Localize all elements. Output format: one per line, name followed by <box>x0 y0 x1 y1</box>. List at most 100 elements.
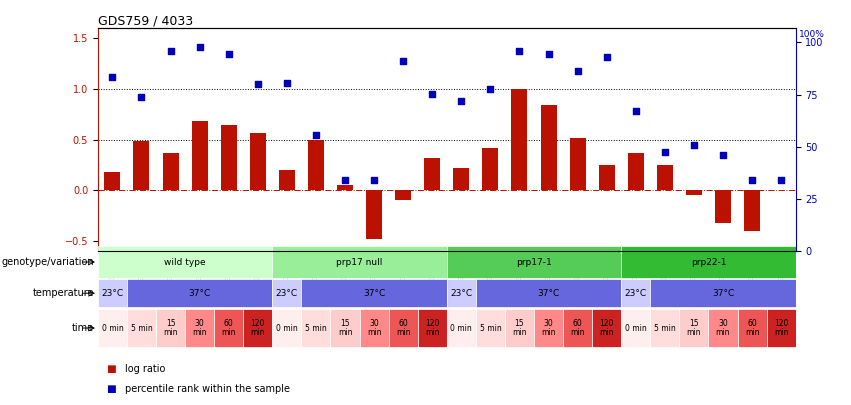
Bar <box>308 140 324 190</box>
Point <box>222 50 236 57</box>
Text: 60
min: 60 min <box>221 320 236 337</box>
Text: 60
min: 60 min <box>396 320 410 337</box>
Text: 37°C: 37°C <box>363 289 386 298</box>
Text: 60
min: 60 min <box>745 320 759 337</box>
Bar <box>98 279 127 307</box>
Bar <box>511 89 528 190</box>
Bar <box>447 246 621 278</box>
Bar <box>715 190 731 223</box>
Point <box>658 149 671 155</box>
Bar <box>650 279 796 307</box>
Text: 5 min: 5 min <box>130 324 152 333</box>
Point <box>571 68 585 74</box>
Point <box>397 58 410 64</box>
Point <box>251 81 265 87</box>
Text: temperature: temperature <box>33 288 94 298</box>
Text: 23°C: 23°C <box>450 289 472 298</box>
Text: percentile rank within the sample: percentile rank within the sample <box>125 384 290 394</box>
Bar <box>767 309 796 347</box>
Bar <box>621 246 796 278</box>
Point <box>368 177 381 183</box>
Bar <box>686 190 702 196</box>
Text: 120
min: 120 min <box>425 320 439 337</box>
Point <box>309 131 323 138</box>
Text: genotype/variation: genotype/variation <box>2 257 94 267</box>
Point <box>745 177 759 183</box>
Text: 120
min: 120 min <box>599 320 614 337</box>
Text: GDS759 / 4033: GDS759 / 4033 <box>98 14 193 27</box>
Point <box>338 177 351 183</box>
Bar <box>272 309 301 347</box>
Text: 37°C: 37°C <box>189 289 211 298</box>
Bar <box>621 279 650 307</box>
Text: 23°C: 23°C <box>625 289 647 298</box>
Text: 120
min: 120 min <box>774 320 788 337</box>
Point <box>600 53 614 60</box>
Bar <box>476 309 505 347</box>
Point <box>483 86 497 92</box>
Point <box>106 74 119 80</box>
Bar <box>220 124 237 190</box>
Bar <box>592 309 621 347</box>
Point <box>163 47 177 54</box>
Text: 23°C: 23°C <box>276 289 298 298</box>
Text: log ratio: log ratio <box>125 364 165 373</box>
Text: 60
min: 60 min <box>570 320 585 337</box>
Text: 5 min: 5 min <box>654 324 676 333</box>
Text: time: time <box>72 323 94 333</box>
Bar <box>563 309 592 347</box>
Point <box>717 151 730 158</box>
Bar <box>98 309 127 347</box>
Text: 30
min: 30 min <box>367 320 381 337</box>
Text: 15
min: 15 min <box>338 320 352 337</box>
Bar <box>186 309 214 347</box>
Bar <box>738 309 767 347</box>
Bar <box>395 190 411 200</box>
Text: 0 min: 0 min <box>276 324 298 333</box>
Text: ■: ■ <box>106 384 116 394</box>
Bar <box>447 309 476 347</box>
Text: 15
min: 15 min <box>163 320 178 337</box>
Point <box>687 142 700 148</box>
Point <box>629 108 643 115</box>
Bar <box>105 172 120 190</box>
Bar <box>483 148 499 190</box>
Bar <box>628 153 643 190</box>
Bar <box>127 279 272 307</box>
Text: prp17 null: prp17 null <box>336 258 383 266</box>
Text: prp17-1: prp17-1 <box>516 258 552 266</box>
Bar <box>279 170 294 190</box>
Bar <box>301 279 447 307</box>
Text: 0 min: 0 min <box>101 324 123 333</box>
Bar <box>330 309 359 347</box>
Point <box>774 177 788 183</box>
Text: 30
min: 30 min <box>541 320 556 337</box>
Point <box>426 91 439 98</box>
Bar <box>191 122 208 190</box>
Bar <box>476 279 621 307</box>
Point <box>454 98 468 104</box>
Bar <box>272 246 447 278</box>
Bar <box>454 168 469 190</box>
Bar <box>214 309 243 347</box>
Text: 30
min: 30 min <box>192 320 207 337</box>
Text: 15
min: 15 min <box>687 320 701 337</box>
Bar <box>425 158 440 190</box>
Text: prp22-1: prp22-1 <box>691 258 726 266</box>
Bar <box>657 165 673 190</box>
Bar <box>534 309 563 347</box>
Text: 5 min: 5 min <box>479 324 501 333</box>
Text: wild type: wild type <box>164 258 206 266</box>
Point <box>134 94 148 100</box>
Bar <box>599 165 614 190</box>
Bar <box>650 309 679 347</box>
Point <box>280 80 294 86</box>
Bar <box>709 309 738 347</box>
Bar <box>163 153 179 190</box>
Bar <box>156 309 186 347</box>
Bar <box>250 133 266 190</box>
Bar <box>389 309 418 347</box>
Text: 100%: 100% <box>798 30 825 39</box>
Text: 30
min: 30 min <box>716 320 730 337</box>
Point <box>193 43 207 50</box>
